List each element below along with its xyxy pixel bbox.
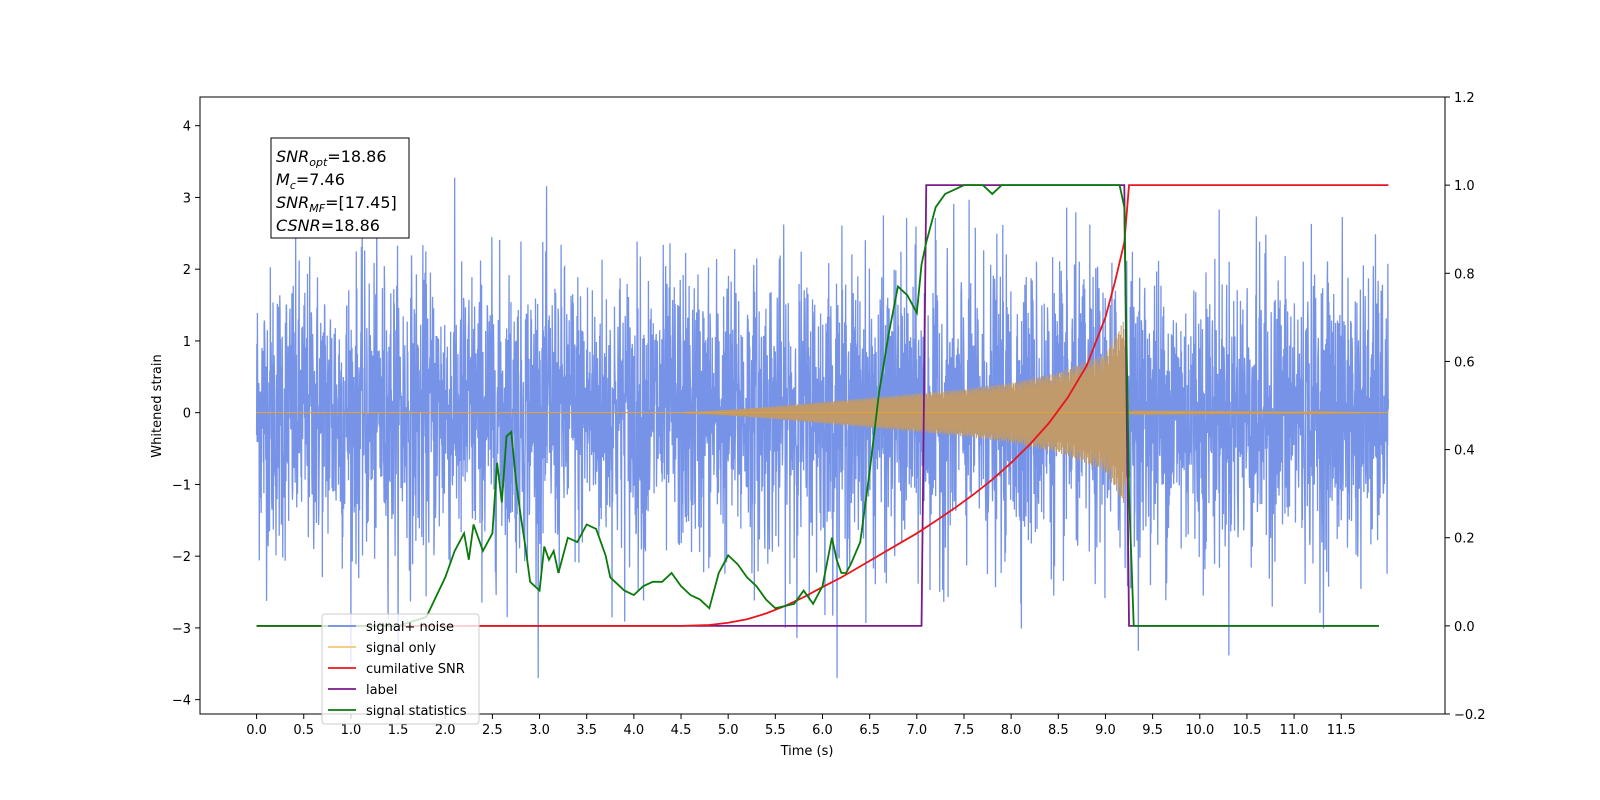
x-tick-label: 1.5 [388, 723, 409, 738]
x-tick-label: 0.5 [293, 723, 314, 738]
stats-annotation: SNRopt=18.86Mc=7.46SNRMF=[17.45]CSNR=18.… [270, 137, 410, 239]
y2-tick-label: 1.0 [1454, 179, 1475, 194]
x-tick-label: 9.0 [1095, 723, 1116, 738]
series-signal-noise [255, 177, 1390, 679]
x-tick-label: 10.0 [1185, 723, 1214, 738]
y2-tick-label: 0.0 [1454, 620, 1475, 635]
y-tick-label: −4 [172, 694, 191, 709]
series-cumulative-snr [256, 184, 1389, 627]
series-signal-statistics [256, 184, 1379, 627]
y2-tick-label: 1.2 [1454, 91, 1475, 106]
x-tick-label: 8.0 [1001, 723, 1022, 738]
x-axis-label: Time (s) [780, 744, 834, 759]
plot-area [255, 177, 1390, 679]
x-tick-label: 6.5 [859, 723, 880, 738]
x-tick-label: 7.0 [906, 723, 927, 738]
x-tick-label: 3.0 [529, 723, 550, 738]
y2-tick-label: 0.2 [1454, 532, 1475, 547]
y-tick-label: 0 [183, 407, 191, 422]
y-axis-right: 1.2 1.0 0.8 0.6 0.4 0.2 0.0 −0.2 [1445, 91, 1486, 723]
x-tick-label: 3.5 [576, 723, 597, 738]
x-tick-label: 2.0 [435, 723, 456, 738]
y2-tick-label: 0.6 [1454, 355, 1475, 370]
x-tick-label: 5.5 [765, 723, 786, 738]
x-tick-label: 8.5 [1048, 723, 1069, 738]
y-tick-label: 1 [183, 335, 191, 350]
y-tick-label: −3 [172, 622, 191, 637]
x-axis: 0.0 0.5 1.0 1.5 2.0 2.5 3.0 3.5 4.0 4.5 5.0 5.5 6.0 6… [246, 714, 1356, 738]
legend-frame [321, 613, 480, 725]
y-axis-left: 4 3 2 1 0 −1 −2 −3 −4 [172, 120, 200, 709]
stat-line: SNRopt=18.86 [276, 147, 387, 169]
stats-box [270, 137, 410, 239]
y-tick-label: 3 [183, 191, 191, 206]
stat-line: CSNR=18.86 [276, 216, 380, 235]
x-tick-label: 7.5 [954, 723, 975, 738]
x-tick-label: 4.5 [671, 723, 692, 738]
stat-line: SNRMF=[17.45] [276, 193, 397, 215]
x-tick-label: 1.0 [341, 723, 362, 738]
y2-tick-label: −0.2 [1454, 708, 1486, 723]
y-tick-label: −2 [172, 550, 191, 565]
y-tick-label: 4 [183, 120, 191, 135]
y-tick-label: 2 [183, 263, 191, 278]
x-tick-label: 10.5 [1232, 723, 1261, 738]
x-tick-label: 9.5 [1142, 723, 1163, 738]
x-tick-label: 5.0 [718, 723, 739, 738]
y2-tick-label: 0.4 [1454, 444, 1475, 459]
x-tick-label: 4.0 [624, 723, 645, 738]
legend: signal+ noise signal only cumilative SNR la… [321, 613, 480, 725]
legend-label: signal statistics [366, 704, 467, 719]
legend-label: cumilative SNR [366, 662, 465, 677]
legend-label: label [366, 683, 397, 698]
legend-label: signal+ noise [366, 620, 454, 635]
x-tick-label: 11.5 [1327, 723, 1356, 738]
x-tick-label: 0.0 [246, 723, 267, 738]
legend-label: signal only [366, 641, 436, 656]
y-axis-label: Whitened strain [150, 354, 165, 457]
x-tick-label: 2.5 [482, 723, 503, 738]
x-tick-label: 6.0 [812, 723, 833, 738]
y2-tick-label: 0.8 [1454, 267, 1475, 282]
stat-line: Mc=7.46 [276, 170, 345, 192]
x-tick-label: 11.0 [1280, 723, 1309, 738]
y-tick-label: −1 [172, 478, 191, 493]
